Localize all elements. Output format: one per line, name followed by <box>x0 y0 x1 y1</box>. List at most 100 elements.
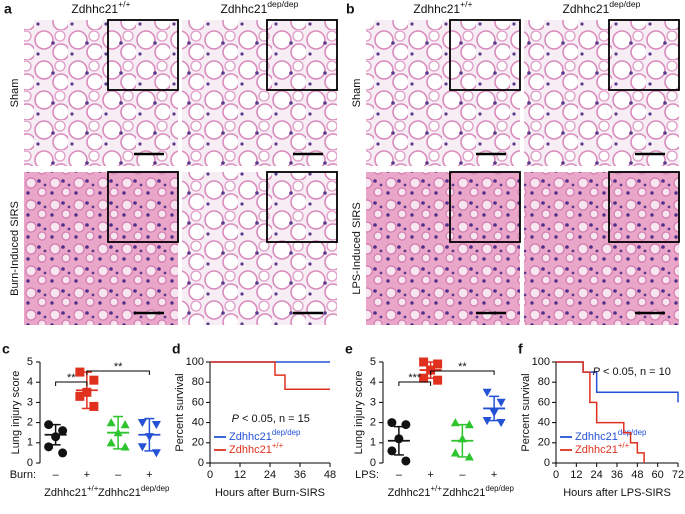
dot <box>450 448 460 457</box>
significance-bracket <box>430 370 495 375</box>
survival-curve <box>556 361 645 463</box>
annotation-italic: P <box>232 413 240 425</box>
y-tick-label: 0 <box>198 457 204 469</box>
legend-label-base: Zdhhc21 <box>575 444 618 456</box>
inset-zoom <box>268 21 336 89</box>
dot <box>387 446 397 456</box>
legend-label-sup: dep/dep <box>618 428 647 437</box>
column-title: Zdhhc21+/+ <box>71 0 130 16</box>
dot <box>120 420 130 429</box>
panel-letter: d <box>172 341 181 357</box>
inset-zoom <box>610 173 678 241</box>
y-tick-label: 0 <box>27 457 33 469</box>
row-label: Burn-Induced SIRS <box>9 201 21 296</box>
annotation-text: < 0.05, n = 10 <box>600 366 671 378</box>
dot <box>75 391 85 401</box>
inset-zoom <box>451 173 519 241</box>
legend-label-sup: +/+ <box>272 441 284 450</box>
significance-label: ** <box>67 372 76 384</box>
dot <box>433 375 443 385</box>
legend-label-sup: +/+ <box>618 441 630 450</box>
x-tick-label: 24 <box>591 469 603 481</box>
group-label-sup: dep/dep <box>141 484 170 493</box>
panel-letter: b <box>346 1 355 17</box>
group-label: Zdhhc21dep/dep <box>98 484 170 499</box>
treatment-label: Burn: <box>10 469 36 481</box>
legend-label: Zdhhc21+/+ <box>575 441 630 456</box>
dot <box>106 418 116 427</box>
y-tick-label: 80 <box>538 376 550 388</box>
sd-bar <box>50 423 61 446</box>
panel-letter: f <box>518 341 523 357</box>
panel-letter: a <box>4 1 12 17</box>
dot <box>89 375 99 385</box>
dot <box>496 398 506 407</box>
legend-label: Zdhhc21dep/dep <box>229 428 301 443</box>
treatment-label: LPS: <box>355 469 379 481</box>
sd-bar <box>113 415 124 450</box>
significance-bracket <box>55 381 88 386</box>
y-tick-label: 5 <box>370 356 376 368</box>
x-tick-label: 12 <box>234 469 246 481</box>
dot <box>137 443 147 452</box>
y-tick-label: 3 <box>370 396 376 408</box>
y-tick-label: 100 <box>532 356 550 368</box>
survival-curve <box>210 361 330 391</box>
y-axis-label: Percent survival <box>174 373 186 451</box>
y-tick-label: 5 <box>27 356 33 368</box>
x-tick-label: 0 <box>553 469 559 481</box>
legend-label-sup: dep/dep <box>272 428 301 437</box>
significance-bracket <box>398 381 432 386</box>
dot <box>464 420 474 429</box>
x-tick-label: + <box>146 469 152 481</box>
sd-bar <box>393 425 404 456</box>
x-tick-label: – <box>53 469 60 481</box>
dot <box>75 367 85 377</box>
column-title: Zdhhc21+/+ <box>413 0 472 16</box>
legend-label: Zdhhc21dep/dep <box>575 428 647 443</box>
group-label: Zdhhc21+/+ <box>44 484 99 499</box>
group-label: Zdhhc21dep/dep <box>443 484 515 499</box>
group-label-base: Zdhhc21 <box>443 487 486 499</box>
x-tick-label: – <box>396 469 403 481</box>
dot <box>44 420 54 430</box>
legend-label-base: Zdhhc21 <box>229 431 272 443</box>
y-tick-label: 1 <box>27 437 33 449</box>
dot <box>89 401 99 411</box>
inset-zoom <box>268 173 336 241</box>
x-tick-label: + <box>84 469 90 481</box>
significance-label: *** <box>408 372 422 384</box>
dot <box>482 416 492 426</box>
y-tick-label: 2 <box>370 417 376 429</box>
column-title-base: Zdhhc21 <box>413 2 460 16</box>
x-tick-label: – <box>115 469 122 481</box>
group-label-sup: +/+ <box>87 484 99 493</box>
dot <box>44 442 54 452</box>
x-tick-label: – <box>459 469 466 481</box>
x-tick-label: 48 <box>324 469 336 481</box>
sd-bar <box>144 417 155 452</box>
x-tick-label: 24 <box>264 469 276 481</box>
annotation: P < 0.05, n = 10 <box>593 366 671 378</box>
column-title: Zdhhc21dep/dep <box>221 0 299 16</box>
legend-label-base: Zdhhc21 <box>229 444 272 456</box>
significance-label: ** <box>114 361 123 373</box>
sd-bar <box>489 395 500 422</box>
significance-label: ** <box>458 361 467 373</box>
dot <box>419 357 429 367</box>
y-tick-label: 4 <box>370 376 376 388</box>
y-axis-label: Lung injury score <box>10 371 22 455</box>
y-tick-label: 40 <box>192 417 204 429</box>
dot <box>58 426 68 436</box>
sd-bar <box>425 361 436 379</box>
row-label: Sham <box>9 79 21 108</box>
column-title-sup: dep/dep <box>609 0 640 9</box>
y-tick-label: 40 <box>538 417 550 429</box>
x-tick-label: 36 <box>294 469 306 481</box>
x-tick-label: + <box>491 469 497 481</box>
y-tick-label: 0 <box>370 457 376 469</box>
dot <box>151 421 161 430</box>
y-tick-label: 0 <box>544 457 550 469</box>
y-tick-label: 60 <box>538 396 550 408</box>
row-label: LPS-Induced SIRS <box>351 202 363 294</box>
